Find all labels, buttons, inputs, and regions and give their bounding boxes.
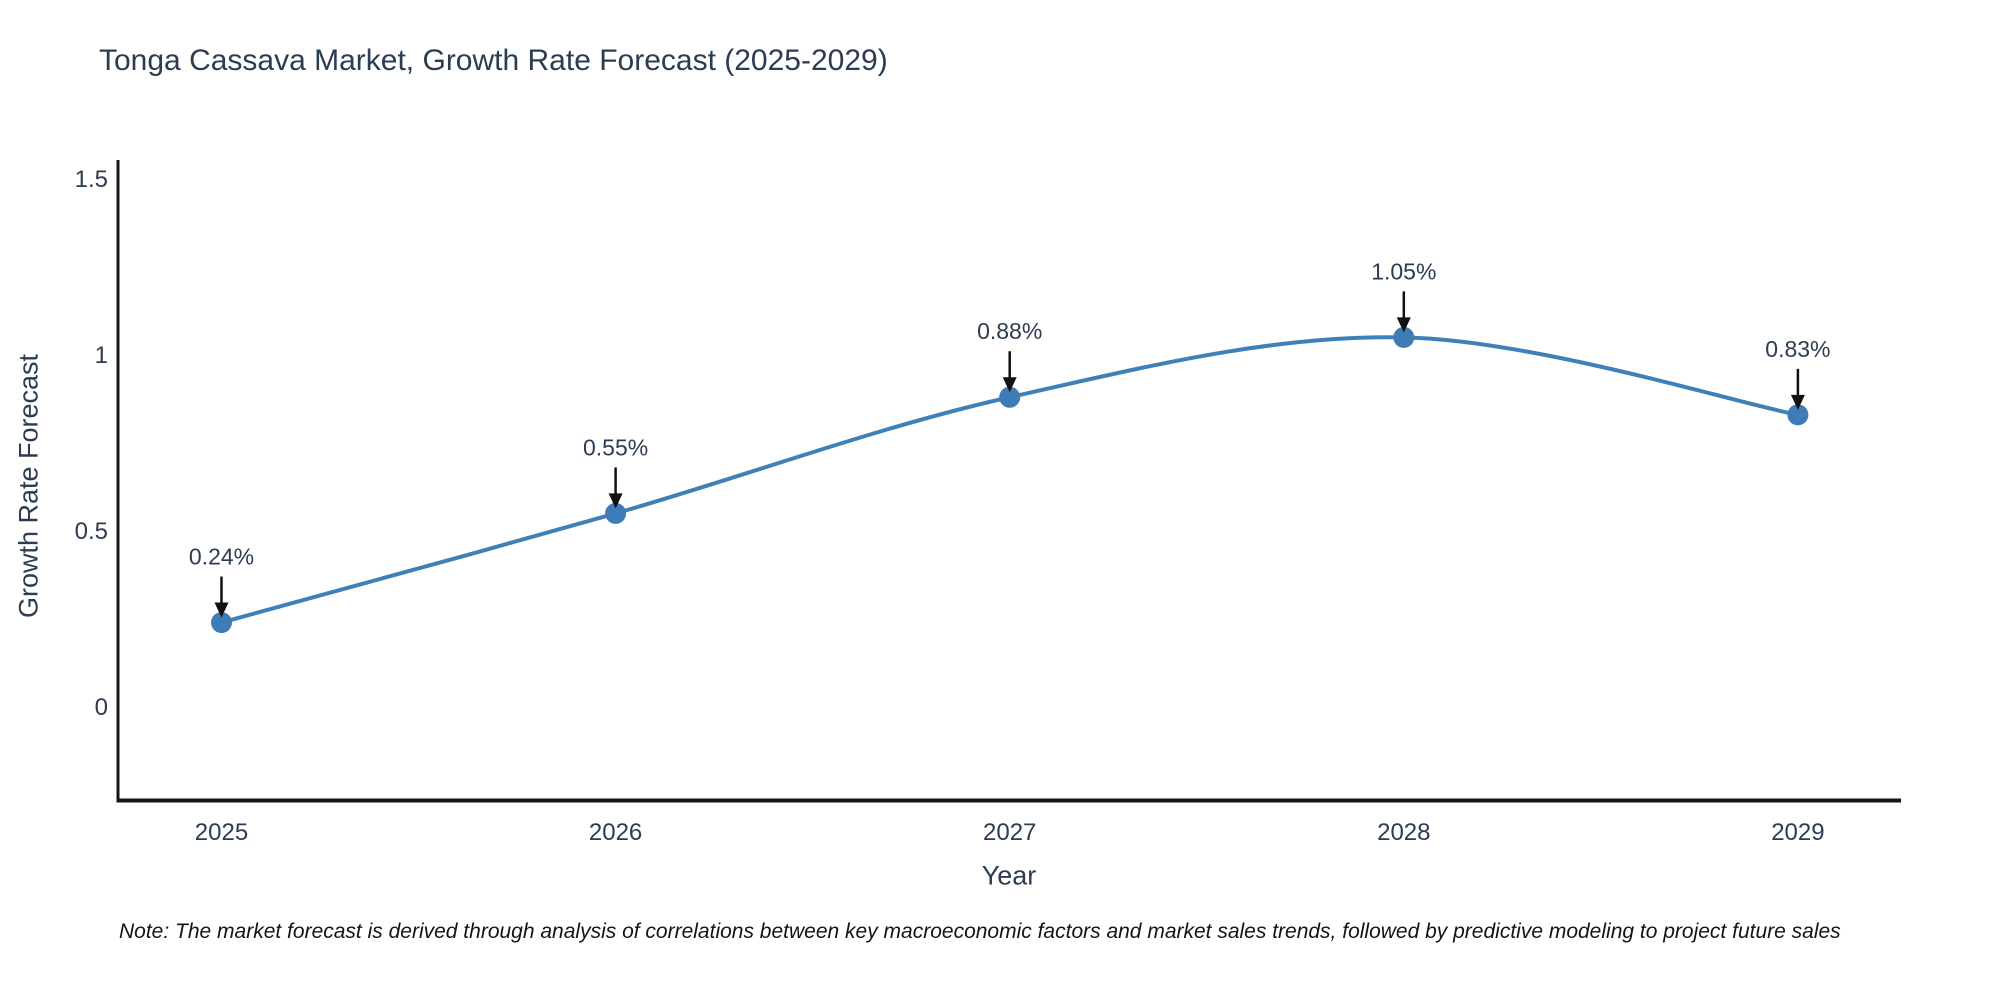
y-tick-label: 0.5 [75,518,108,545]
y-tick-label: 1.5 [75,166,108,193]
x-tick-label: 2026 [589,819,642,846]
x-tick-label: 2028 [1377,819,1430,846]
x-tick-label: 2029 [1771,819,1824,846]
data-point-marker [605,502,627,524]
x-tick-label: 2025 [195,819,248,846]
x-tick-label: 2027 [983,819,1036,846]
data-point-marker [999,386,1021,408]
data-point-label: 1.05% [1371,258,1436,284]
annotation-arrow-head [1002,377,1017,393]
annotation-arrow-head [1790,394,1805,410]
data-point-marker [211,612,232,634]
data-point-label: 0.55% [583,434,648,460]
annotation-arrow-head [608,493,623,509]
x-axis-title: Year [981,860,1037,891]
data-point-label: 0.88% [977,318,1042,344]
data-point-label: 0.83% [1765,336,1830,362]
annotation-arrow-head [1396,317,1411,333]
data-point-label: 0.24% [189,544,254,570]
data-point-marker [1393,326,1415,348]
footnote: Note: The market forecast is derived thr… [119,920,1841,943]
annotation-arrow-head [214,602,229,618]
chart-title: Tonga Cassava Market, Growth Rate Foreca… [99,44,888,77]
y-tick-label: 0 [95,694,108,721]
data-point-marker [1787,404,1809,426]
y-tick-label: 1 [95,342,108,369]
